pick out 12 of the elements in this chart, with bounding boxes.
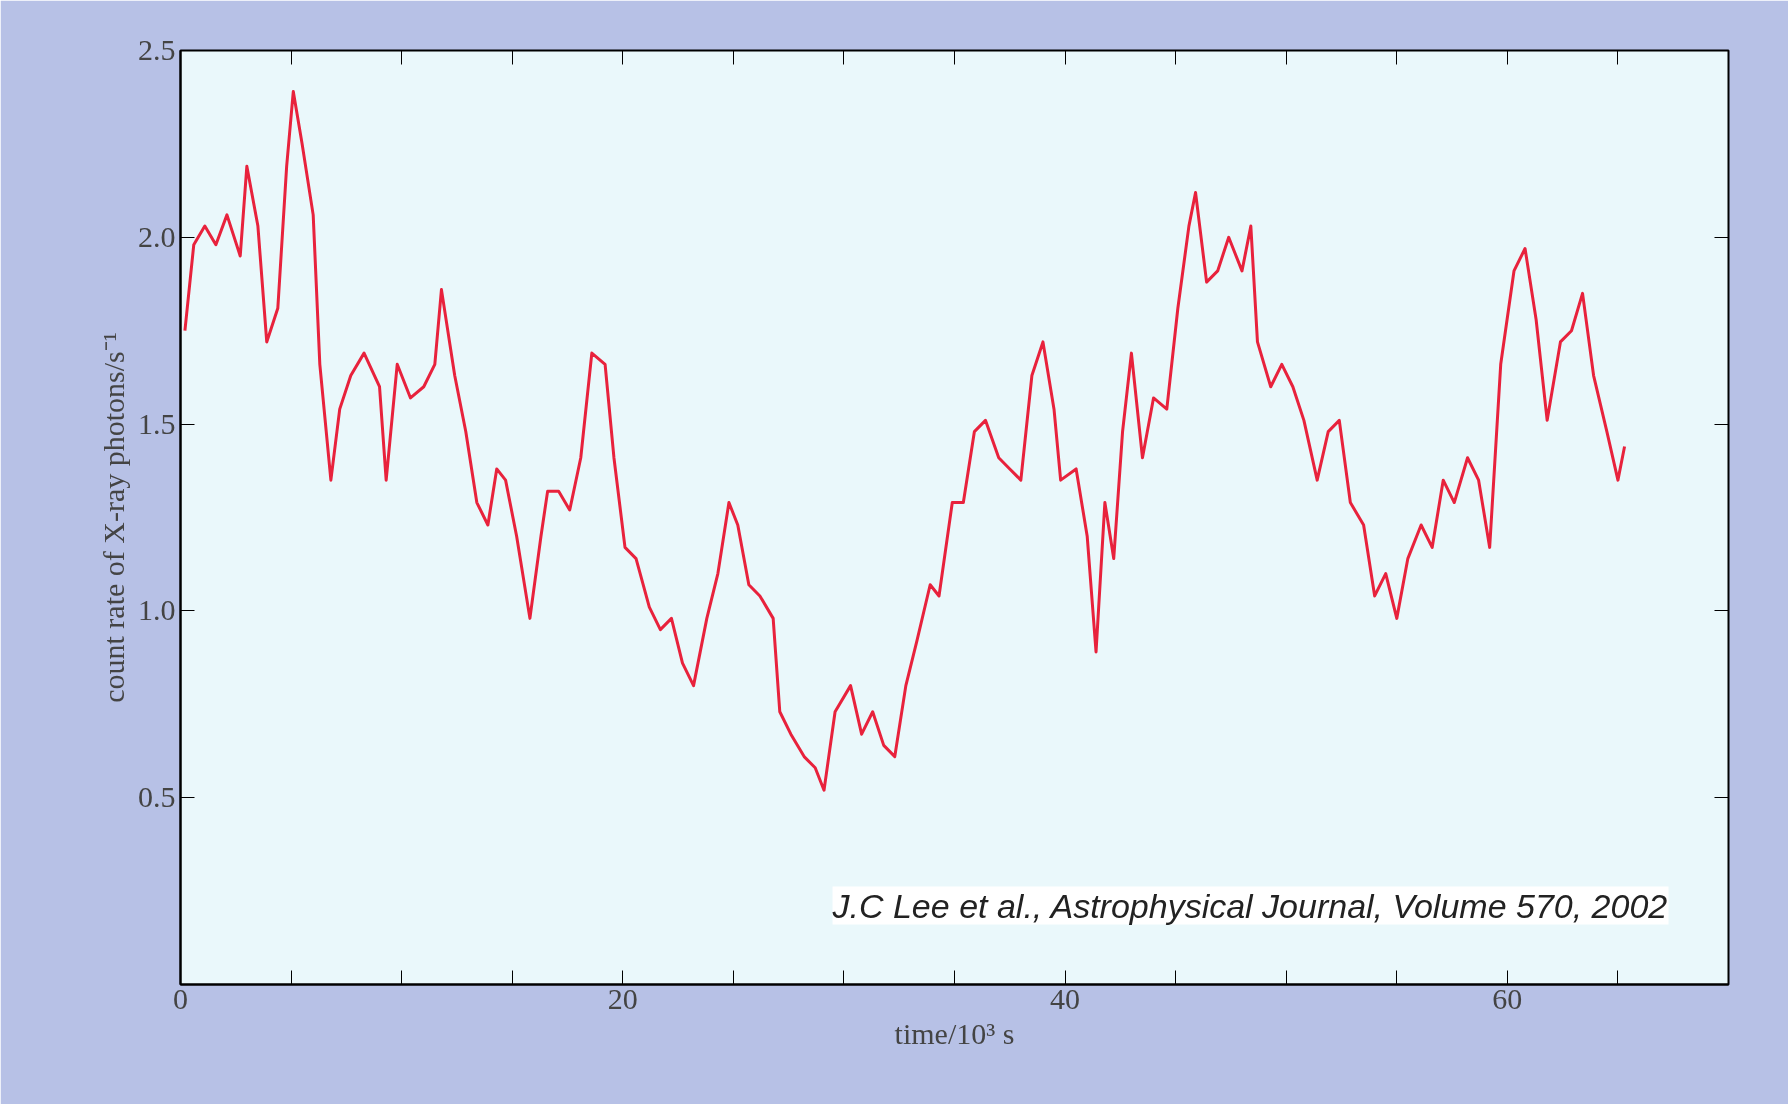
y-tick-label: 1.0 bbox=[138, 593, 176, 627]
x-tick-label: 60 bbox=[1492, 981, 1523, 1015]
x-tick-label: 20 bbox=[607, 981, 638, 1015]
x-axis-title: time/10³ s bbox=[894, 1016, 1015, 1050]
x-tick-label: 40 bbox=[1050, 981, 1081, 1015]
y-tick-label: 2.5 bbox=[138, 33, 176, 66]
annotation: J.C Lee et al., Astrophysical Journal, Volume 570, 2002 bbox=[831, 886, 1668, 925]
y-tick-label: 0.5 bbox=[138, 780, 176, 814]
y-tick-label: 1.5 bbox=[138, 406, 176, 440]
y-tick-label: 2.0 bbox=[138, 219, 176, 253]
x-tick-label: 0 bbox=[173, 981, 188, 1015]
y-axis-title: count rate of X-ray photons/s⁻¹ bbox=[97, 332, 130, 703]
